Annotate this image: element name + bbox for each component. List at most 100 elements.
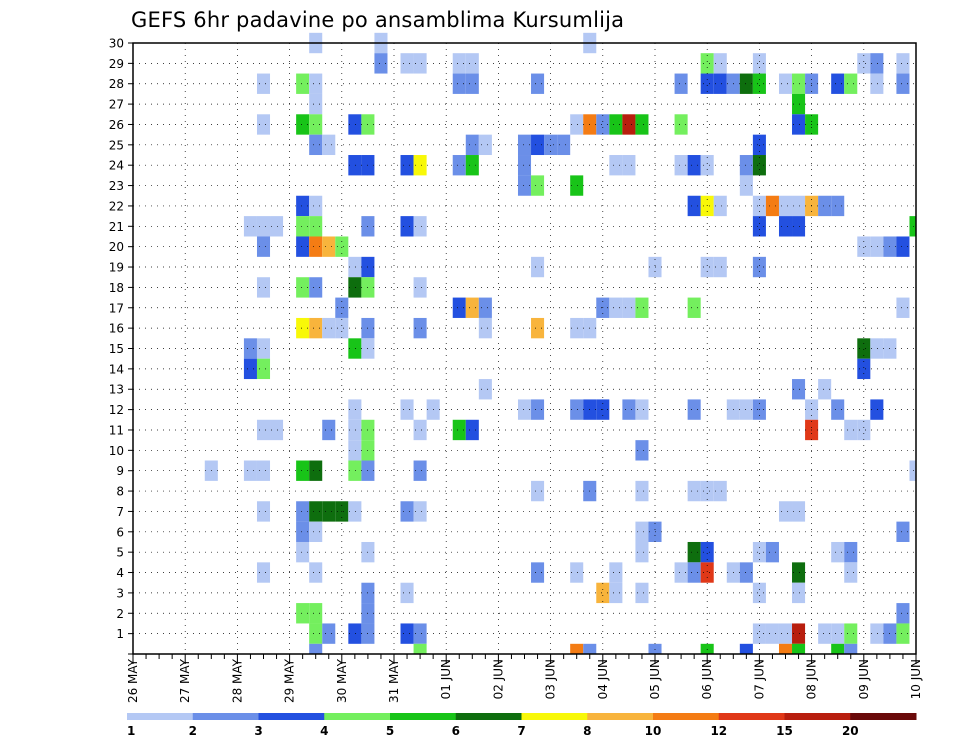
heatmap-cell xyxy=(296,521,310,542)
heatmap-cell xyxy=(531,73,545,94)
heatmap-cell xyxy=(296,216,310,237)
heatmap-cell xyxy=(831,541,845,563)
heatmap-cell xyxy=(792,73,806,94)
y-tick-label: 17 xyxy=(109,301,124,315)
heatmap-cell xyxy=(413,501,427,522)
heatmap-cell xyxy=(752,582,766,604)
heatmap-cell xyxy=(870,236,884,257)
heatmap-cell xyxy=(635,297,649,318)
heatmap-cell xyxy=(322,236,336,257)
heatmap-cell xyxy=(348,460,362,481)
heatmap-cell xyxy=(256,460,271,481)
heatmap-cell xyxy=(609,297,623,318)
y-tick-label: 9 xyxy=(116,464,124,478)
y-tick-label: 15 xyxy=(109,342,124,356)
heatmap-cell xyxy=(713,195,727,217)
heatmap-cell xyxy=(700,256,714,278)
heatmap-cell xyxy=(700,562,714,583)
colorbar-segment xyxy=(521,713,588,720)
colorbar-label: 4 xyxy=(320,724,328,738)
heatmap-cell xyxy=(778,195,793,217)
heatmap-cell xyxy=(635,399,649,420)
colorbar-segment xyxy=(850,713,917,720)
x-tick-label: 30 MAY xyxy=(335,658,349,703)
heatmap-cell xyxy=(831,643,845,654)
x-tick-label: 31 MAY xyxy=(387,658,401,703)
heatmap-cell xyxy=(896,236,910,257)
y-tick-label: 26 xyxy=(109,118,124,132)
heatmap-cell xyxy=(844,73,858,94)
colorbar-label: 6 xyxy=(452,724,460,738)
heatmap-cell xyxy=(309,643,323,654)
colorbar-label: 10 xyxy=(645,724,662,738)
y-tick-label: 6 xyxy=(116,525,124,539)
heatmap-cell xyxy=(531,399,545,420)
heatmap-cell xyxy=(400,501,414,522)
heatmap-cell xyxy=(243,460,257,481)
heatmap-cell xyxy=(322,317,336,339)
heatmap-cell xyxy=(674,562,688,583)
heatmap-cell xyxy=(635,114,649,135)
heatmap-cell xyxy=(596,582,610,604)
heatmap-cell xyxy=(348,114,362,135)
y-tick-label: 22 xyxy=(109,199,124,213)
heatmap-cell xyxy=(739,399,753,420)
heatmap-cell xyxy=(478,297,492,318)
heatmap-cell xyxy=(792,562,806,583)
heatmap-cell xyxy=(752,541,766,563)
heatmap-cell xyxy=(765,541,779,563)
heatmap-cell xyxy=(648,643,662,654)
heatmap-cell xyxy=(739,562,753,583)
heatmap-cell xyxy=(309,277,323,298)
x-tick-label: 06 JUN xyxy=(700,659,714,699)
colorbar-label: 20 xyxy=(842,724,859,738)
heatmap-cell xyxy=(256,216,271,237)
y-tick-label: 4 xyxy=(116,566,124,580)
heatmap-cell xyxy=(309,317,323,339)
heatmap-cell xyxy=(870,623,884,644)
y-tick-label: 5 xyxy=(116,546,124,560)
colorbar-segment xyxy=(718,713,785,720)
heatmap-cell xyxy=(831,623,845,644)
heatmap-cell xyxy=(256,338,271,359)
heatmap-cell xyxy=(413,155,427,176)
heatmap-cell xyxy=(752,256,766,278)
heatmap-cell xyxy=(844,562,858,583)
y-tick-label: 29 xyxy=(109,57,124,71)
heatmap-cell xyxy=(818,379,832,400)
heatmap-cell xyxy=(687,155,701,176)
heatmap-cell xyxy=(256,73,271,94)
chart-title: GEFS 6hr padavine po ansamblima Kursumli… xyxy=(131,8,624,32)
x-tick-label: 09 JUN xyxy=(857,659,871,699)
y-tick-label: 18 xyxy=(109,281,124,295)
heatmap-cell xyxy=(256,501,271,522)
heatmap-cell xyxy=(752,53,766,74)
heatmap-cell xyxy=(374,53,388,74)
heatmap-cell xyxy=(452,53,466,74)
heatmap-cell xyxy=(818,195,832,217)
heatmap-cell xyxy=(570,399,584,420)
heatmap-cell xyxy=(309,501,323,522)
heatmap-cell xyxy=(243,338,257,359)
colorbar-segment xyxy=(127,713,194,720)
heatmap-cell xyxy=(296,501,310,522)
x-axis: 26 MAY 27 MAY 28 MAY 29 MAY 30 MAY 31 MAY 01 J… xyxy=(126,654,923,703)
heatmap-cell xyxy=(322,501,336,522)
heatmap-cell xyxy=(309,460,323,481)
heatmap-cell xyxy=(413,419,427,441)
heatmap-cell xyxy=(896,73,910,94)
x-tick-label: 28 MAY xyxy=(230,658,244,703)
heatmap-cell xyxy=(531,256,545,278)
heatmap-cell xyxy=(296,317,310,339)
heatmap-cell xyxy=(792,582,806,604)
heatmap-cell xyxy=(256,419,271,441)
colorbar-label: 15 xyxy=(776,724,793,738)
heatmap-cell xyxy=(857,338,871,359)
heatmap-cell xyxy=(517,134,532,156)
heatmap-cell xyxy=(570,643,584,654)
heatmap-cell xyxy=(844,643,858,654)
y-tick-label: 1 xyxy=(116,627,124,641)
heatmap-cell xyxy=(896,297,910,318)
heatmap-cell xyxy=(896,521,910,542)
y-tick-label: 27 xyxy=(109,98,124,112)
